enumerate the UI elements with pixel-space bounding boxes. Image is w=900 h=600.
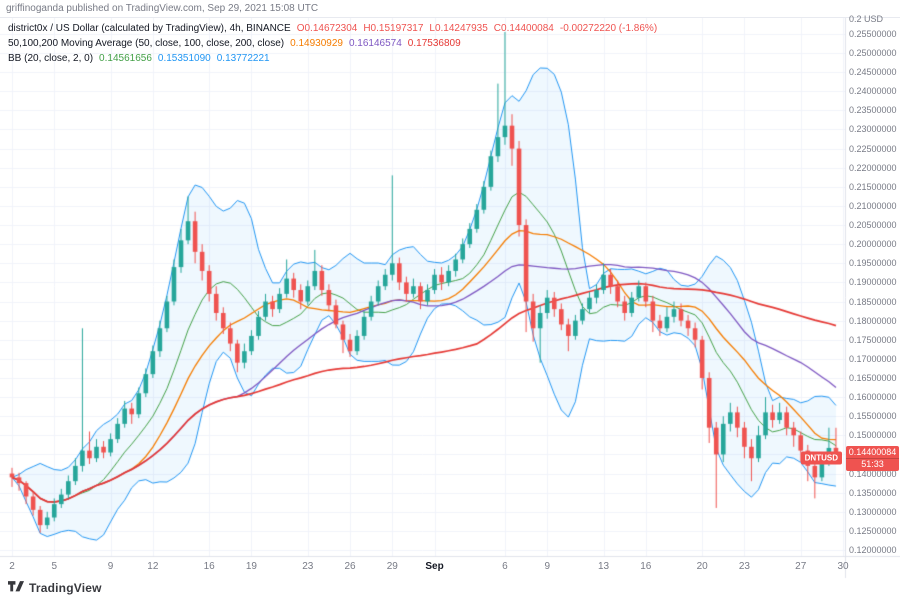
- ma100-value: 0.16146574: [348, 38, 402, 49]
- time-axis-label: 30: [837, 561, 849, 572]
- symbol-price-tag: DNTUSD: [800, 451, 842, 465]
- time-axis-label: 9: [544, 561, 550, 572]
- ma50-value: 0.14930929: [290, 38, 343, 49]
- price-axis-label: 0.22000000: [849, 162, 897, 173]
- time-axis-label: 16: [203, 561, 215, 572]
- price-axis-label: 0.12500000: [849, 525, 897, 536]
- price-axis-label: 0.20000000: [849, 239, 897, 250]
- price-axis-label: 0.15000000: [849, 430, 897, 441]
- bb-indicator-label: BB (20, close, 2, 0): [8, 53, 94, 64]
- price-axis-label: 0.18500000: [849, 296, 897, 307]
- time-axis: 2 5 9 12 16 19 23 26 29 Sep 6 9 13 16 20 23 27 30: [0, 557, 849, 577]
- ma-indicator-label: 50,100,200 Moving Average (50, close, 10…: [8, 38, 285, 49]
- tradingview-brand-text: TradingView: [29, 581, 102, 595]
- time-axis-label: 5: [51, 561, 58, 572]
- price-axis-label: 0.24000000: [849, 86, 897, 97]
- time-axis-label: 23: [738, 561, 750, 572]
- price-axis-label: 0.25500000: [849, 28, 897, 39]
- ohlc-low: L0.14247935: [429, 23, 488, 34]
- time-axis-label: 23: [302, 561, 314, 572]
- attribution-bar: griffinoganda published on TradingView.c…: [0, 0, 900, 18]
- bb-upper-value: 0.15351090: [157, 53, 211, 64]
- price-axis-label: 0.13500000: [849, 487, 897, 498]
- time-axis-label: 9: [107, 561, 114, 572]
- price-axis-label: 0.13000000: [849, 506, 897, 517]
- price-axis-label: 0.23500000: [849, 105, 897, 116]
- bb-lower-value: 0.13772221: [216, 53, 270, 64]
- last-price-badge: 0.14400084 51:33: [846, 446, 899, 472]
- price-axis: 0.25500000 0.25000000 0.24500000 0.24000000…: [846, 0, 900, 600]
- time-axis-label: 2: [9, 561, 15, 572]
- price-axis-label: 0.24500000: [849, 67, 897, 78]
- price-axis-label: 0.25000000: [849, 48, 897, 59]
- tradingview-footer: TradingView: [8, 581, 102, 595]
- bar-countdown: 51:33: [846, 458, 899, 470]
- ohlc-open: O0.14672304: [296, 23, 358, 34]
- chart-legend: district0x / US Dollar (calculated by Tr…: [8, 21, 663, 66]
- price-axis-label: 0.12000000: [849, 545, 897, 555]
- ohlc-change: -0.00272220 (-1.86%): [559, 23, 658, 34]
- price-axis-label: 0.16500000: [849, 372, 897, 383]
- time-axis-label: 19: [245, 561, 257, 572]
- attribution-text: griffinoganda published on TradingView.c…: [6, 3, 319, 14]
- time-axis-label: 27: [795, 561, 807, 572]
- bb-indicator-row: BB (20, close, 2, 0) 0.14561656 0.15351090…: [8, 51, 663, 66]
- time-axis-label: 6: [502, 561, 508, 572]
- price-axis-label: 0.21500000: [849, 181, 897, 192]
- price-axis-label: 0.16000000: [849, 392, 897, 403]
- ohlc-high: H0.15197317: [363, 23, 424, 34]
- time-axis-label: 12: [147, 561, 159, 572]
- time-axis-label: Sep: [425, 561, 444, 572]
- price-axis-label: 0.15500000: [849, 411, 897, 422]
- time-axis-label: 26: [344, 561, 356, 572]
- price-axis-label: 0.19000000: [849, 277, 897, 288]
- price-axis-label: 0.17000000: [849, 353, 897, 364]
- price-axis-label: 0.17500000: [849, 334, 897, 345]
- price-axis-label: 0.19500000: [849, 258, 897, 269]
- price-axis-label: 0.22500000: [849, 143, 897, 154]
- price-axis-label: 0.14000000: [849, 468, 897, 479]
- time-axis-label: 13: [597, 561, 610, 572]
- price-axis-unit: 0.2 USD: [849, 14, 884, 24]
- price-axis-label: 0.18000000: [849, 315, 897, 326]
- symbol-info-row: district0x / US Dollar (calculated by Tr…: [8, 21, 663, 36]
- price-axis-label: 0.23000000: [849, 124, 897, 135]
- time-axis-label: 20: [696, 561, 708, 572]
- time-axis-label: 29: [386, 561, 398, 572]
- time-axis-label: 16: [640, 561, 652, 572]
- bb-basis-value: 0.14561656: [99, 53, 152, 64]
- ma-indicator-row: 50,100,200 Moving Average (50, close, 10…: [8, 36, 663, 51]
- price-axis-label: 0.21000000: [849, 200, 897, 211]
- price-axis-label: 0.20500000: [849, 220, 897, 231]
- ohlc-close: C0.14400084: [493, 23, 554, 34]
- tradingview-logo-icon: [8, 581, 24, 592]
- last-price-value: 0.14400084: [848, 447, 897, 458]
- symbol-title: district0x / US Dollar (calculated by Tr…: [8, 23, 291, 34]
- ma200-value: 0.17536809: [407, 38, 461, 49]
